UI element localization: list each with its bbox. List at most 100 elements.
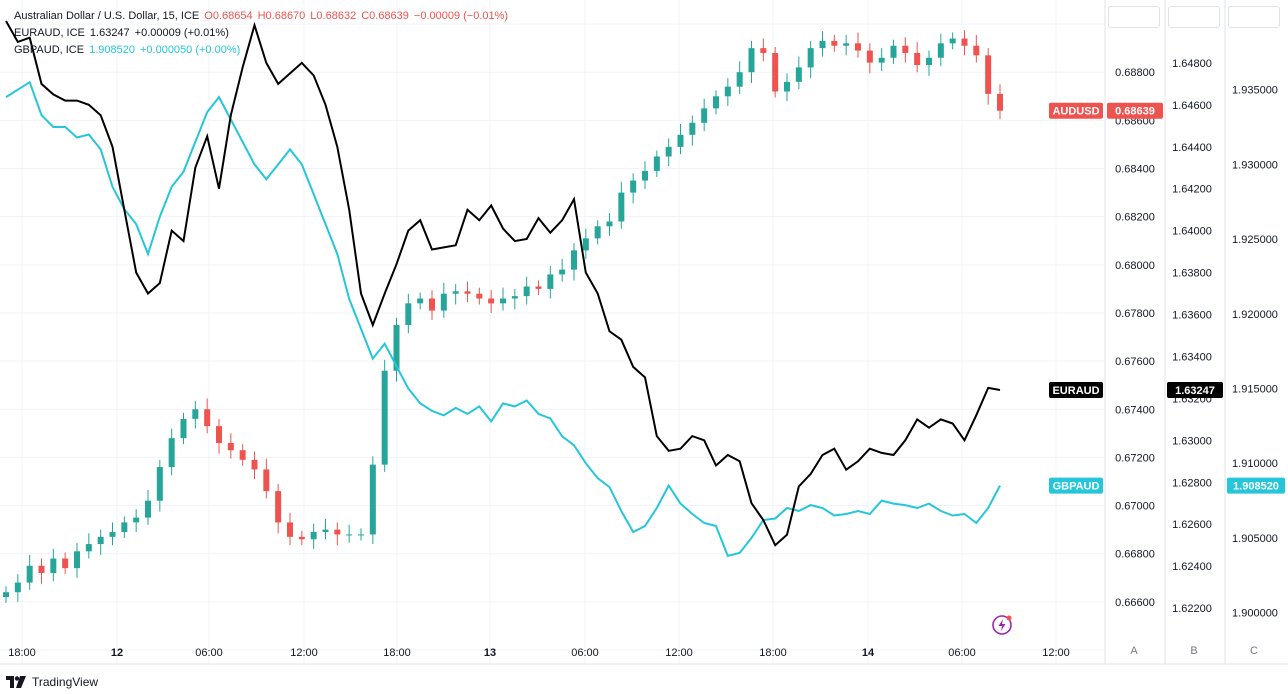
axis-a-tick-1: 0.66600 xyxy=(1115,597,1155,609)
time-tick-11: 12:00 xyxy=(1042,647,1070,659)
axis-c-tick-3: 1.915000 xyxy=(1232,384,1278,396)
candle-body xyxy=(843,43,850,46)
overlay-lines xyxy=(5,20,1001,558)
audusd-candles xyxy=(3,30,1003,604)
candle-body xyxy=(168,438,175,468)
legend-main-name: Australian Dollar / U.S. Dollar, 15, ICE xyxy=(14,10,200,22)
footer: TradingView xyxy=(6,675,98,689)
legend-close: C0.68639 xyxy=(361,8,409,25)
candle-body xyxy=(334,529,341,535)
candle-body xyxy=(358,534,364,536)
candle-body xyxy=(239,450,246,460)
candle-body xyxy=(417,298,424,304)
legend-gbpaud-change: +0.000050 (+0.00%) xyxy=(139,44,241,56)
axis-a-tick-4: 0.67200 xyxy=(1115,452,1155,464)
axis-a-tick-6: 0.67600 xyxy=(1115,356,1155,368)
gbpaud-name-tag-text: GBPAUD xyxy=(1053,481,1100,493)
tradingview-logo-icon[interactable] xyxy=(6,676,26,688)
time-tick-4: 18:00 xyxy=(383,647,411,659)
legend-euraud[interactable]: EURAUD, ICE 1.63247 +0.00009 (+0.01%) xyxy=(14,25,508,42)
candle-body xyxy=(914,52,921,65)
audusd-value-tag-bg xyxy=(1107,102,1163,119)
legend-low-value: 0.68632 xyxy=(316,10,357,22)
legend-high-label: H xyxy=(257,10,266,22)
candle-body xyxy=(523,286,530,297)
scale-button-c[interactable]: C xyxy=(1250,645,1258,657)
candle-body xyxy=(784,81,790,92)
grid xyxy=(0,0,1105,664)
candle-body xyxy=(937,43,944,58)
axis-a-tick-7: 0.67800 xyxy=(1115,308,1155,320)
gbpaud-value-tag: 1.908520 xyxy=(1227,477,1285,494)
candle-body xyxy=(772,52,779,92)
euraud-name-tag-bg xyxy=(1049,382,1103,398)
scale-button-b[interactable]: B xyxy=(1190,645,1198,657)
candle-body xyxy=(819,40,826,49)
lightning-icon[interactable] xyxy=(991,614,1013,636)
legend-high: H0.68670 xyxy=(258,8,306,25)
candle-body xyxy=(192,409,199,419)
candle-body xyxy=(807,48,814,68)
axis-b-tick-2: 1.62600 xyxy=(1172,519,1212,531)
time-tick-2: 06:00 xyxy=(195,647,223,659)
axis-b-tick-0: 1.62200 xyxy=(1172,603,1212,615)
candle-body xyxy=(689,122,696,135)
candle-body xyxy=(985,55,992,94)
axis-a-header[interactable] xyxy=(1108,6,1160,28)
candle-body xyxy=(618,192,625,222)
axis-c-tick-0: 1.900000 xyxy=(1232,608,1278,620)
candle-body xyxy=(795,67,802,82)
time-tick-1: 12 xyxy=(111,647,123,659)
axis-b-tick-13: 1.64800 xyxy=(1172,58,1212,70)
legend-gbpaud[interactable]: GBPAUD, ICE 1.908520 +0.000050 (+0.00%) xyxy=(14,42,508,59)
euraud-name-tag-text: EURAUD xyxy=(1052,385,1099,397)
candle-body xyxy=(298,536,305,540)
axis-a-tick-8: 0.68000 xyxy=(1115,260,1155,272)
euraud-value-tag-bg xyxy=(1167,382,1223,398)
axis-b-tick-4: 1.63000 xyxy=(1172,435,1212,447)
axis-c-tick-6: 1.930000 xyxy=(1232,159,1278,171)
candle-body xyxy=(961,38,968,46)
candle-body xyxy=(653,156,660,171)
candle-body xyxy=(488,298,495,304)
candle-body xyxy=(511,296,518,299)
axis-c-tick-4: 1.920000 xyxy=(1232,309,1278,321)
axis-b-tick-11: 1.64400 xyxy=(1172,142,1212,154)
candle-body xyxy=(50,558,57,573)
candle-body xyxy=(831,40,838,46)
candle-body xyxy=(748,48,755,73)
candle-body xyxy=(973,45,980,56)
scale-button-a[interactable]: A xyxy=(1130,645,1138,657)
legend-gbpaud-value: 1.908520 xyxy=(89,44,135,56)
candle-body xyxy=(665,146,672,157)
candle-body xyxy=(156,467,163,501)
axis-c-tick-1: 1.905000 xyxy=(1232,533,1278,545)
candle-body xyxy=(322,529,329,533)
candle-body xyxy=(346,534,353,536)
candle-body xyxy=(204,409,211,427)
axis-b-header[interactable] xyxy=(1168,6,1220,28)
axis-a-tick-2: 0.66800 xyxy=(1115,549,1155,561)
time-tick-10: 06:00 xyxy=(948,647,976,659)
tradingview-brand[interactable]: TradingView xyxy=(32,675,99,689)
gbpaud-name-tag: GBPAUD xyxy=(1049,477,1103,494)
candle-body xyxy=(145,500,151,518)
candle-body xyxy=(878,57,885,63)
candle-body xyxy=(594,226,601,239)
candle-body xyxy=(736,72,743,87)
axis-c-tick-2: 1.910000 xyxy=(1232,458,1278,470)
candle-body xyxy=(902,45,909,53)
audusd-name-tag-text: AUDUSD xyxy=(1052,106,1099,118)
axis-a-tick-9: 0.68200 xyxy=(1115,212,1155,224)
axis-b-tick-10: 1.64200 xyxy=(1172,184,1212,196)
legend-main[interactable]: Australian Dollar / U.S. Dollar, 15, ICE… xyxy=(14,8,508,25)
candle-body xyxy=(393,325,400,371)
candle-body xyxy=(571,250,577,270)
candle-body xyxy=(949,38,956,44)
legend-euraud-name: EURAUD, ICE xyxy=(14,27,85,39)
axis-c-header[interactable] xyxy=(1228,6,1280,28)
audusd-value-tag-text: 0.68639 xyxy=(1115,106,1155,118)
axis-c-tick-5: 1.925000 xyxy=(1232,234,1278,246)
legend-euraud-change: +0.00009 (+0.01%) xyxy=(134,27,229,39)
